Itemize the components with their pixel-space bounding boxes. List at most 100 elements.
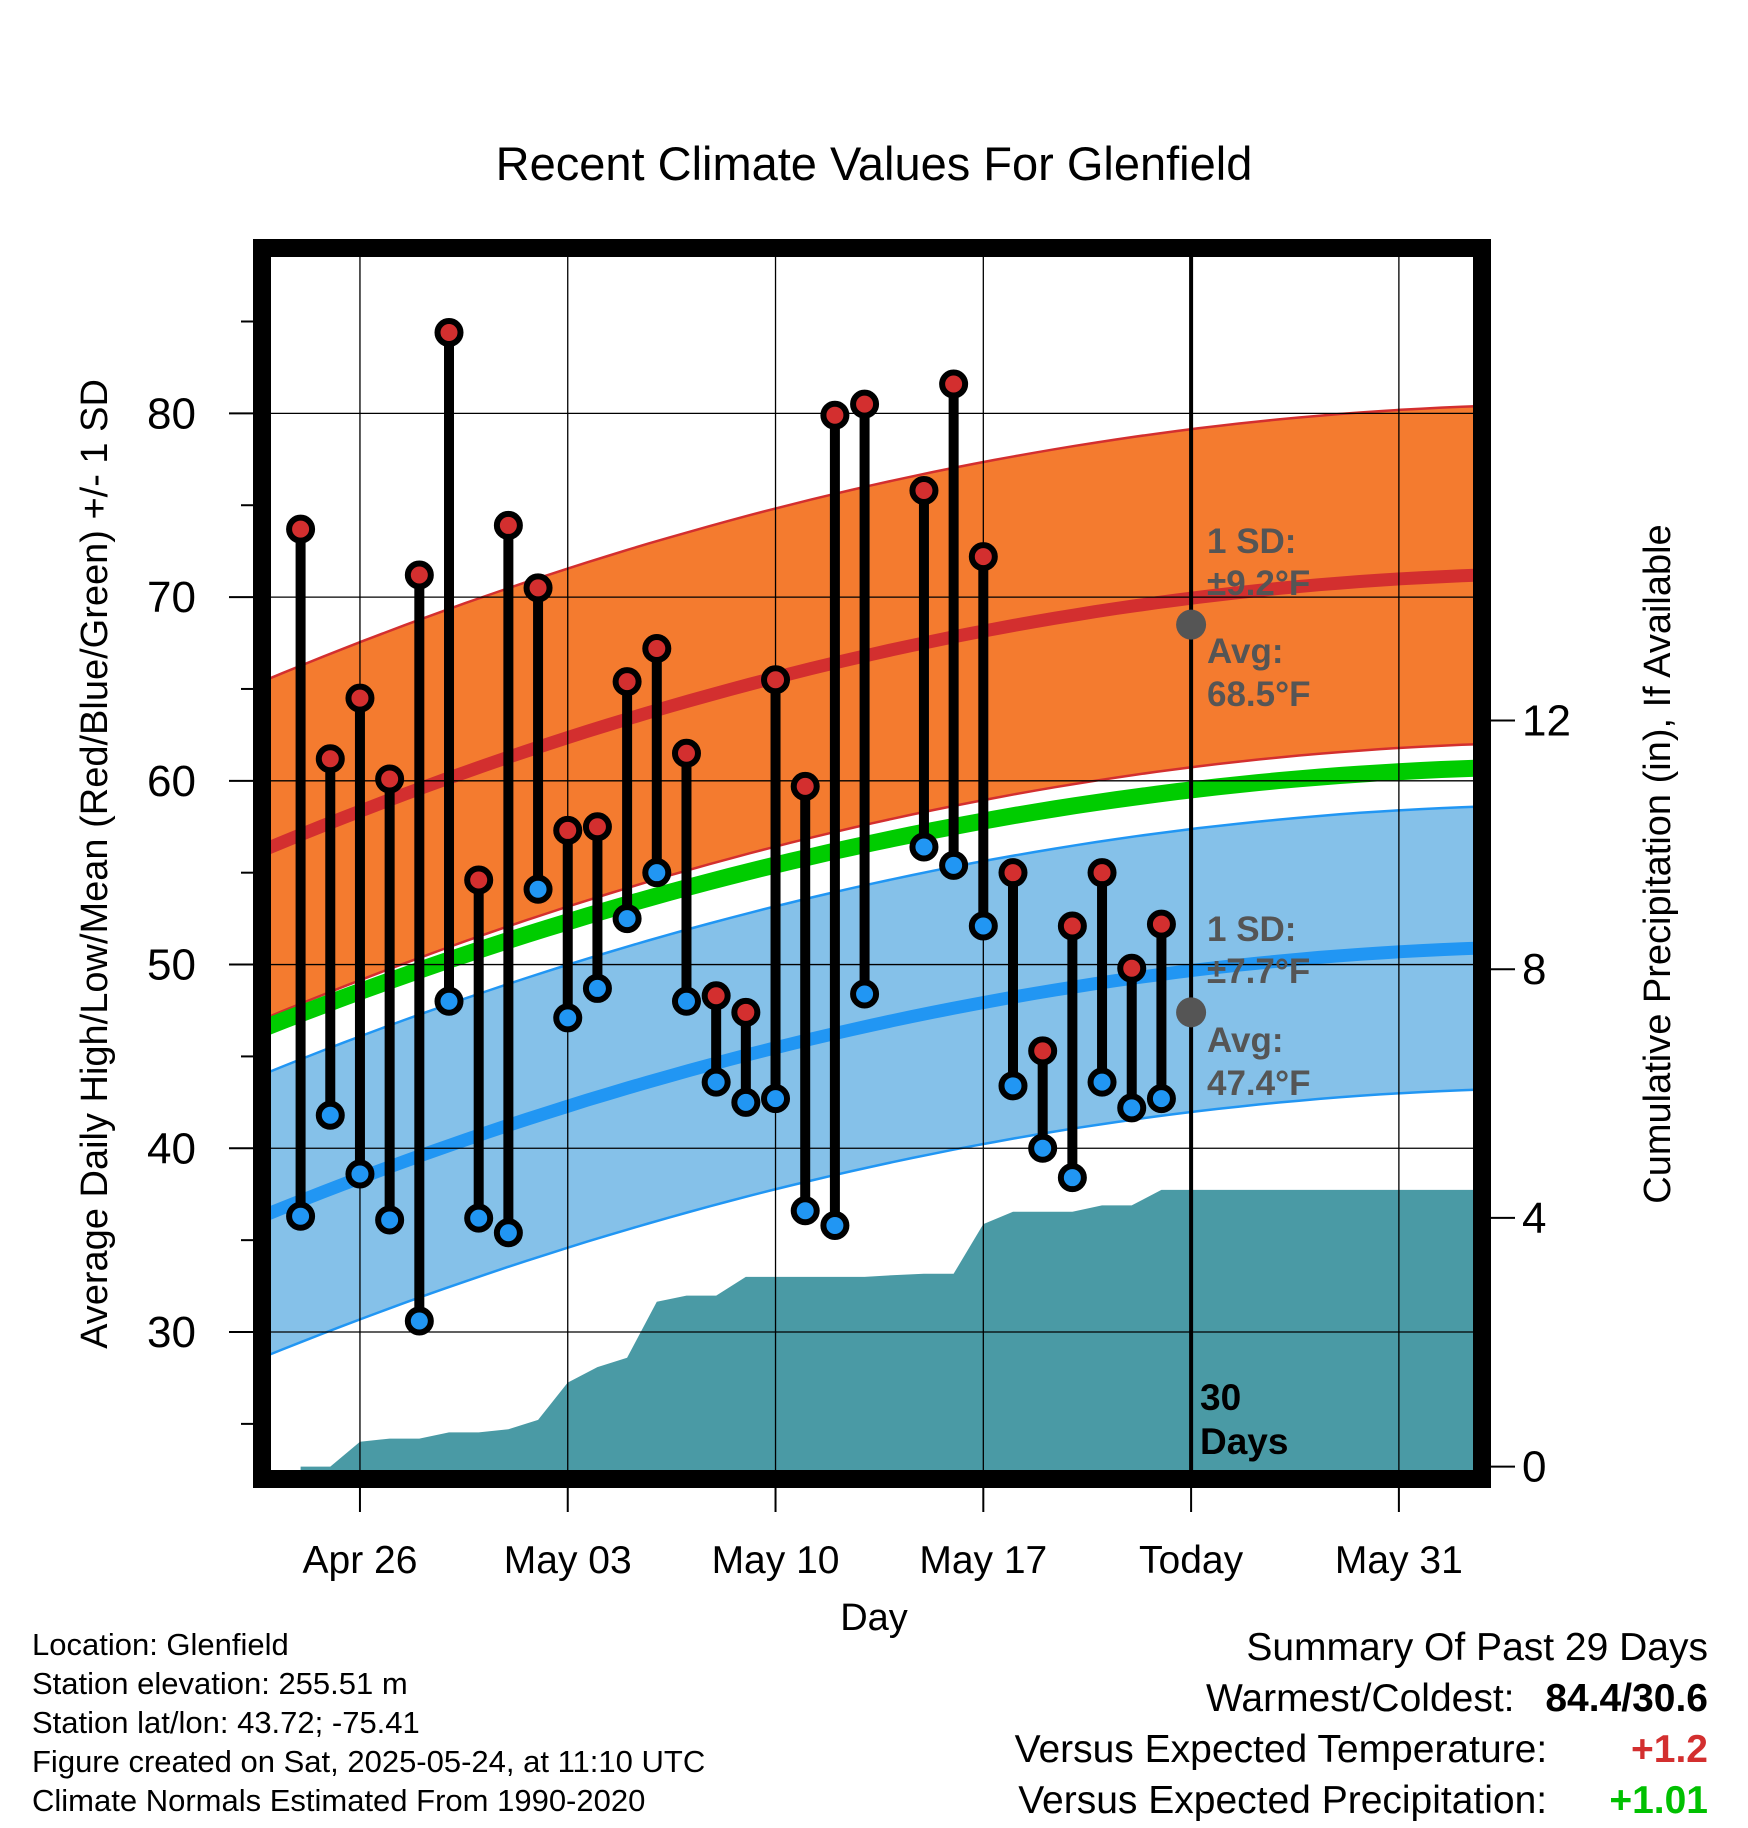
- daily-low-point: [909, 832, 939, 862]
- daily-low-point: [790, 1196, 820, 1226]
- daily-low-point: [404, 1306, 434, 1336]
- daily-low-point: [820, 1210, 850, 1240]
- precipitation-departure-label: Versus Expected Precipitation:: [1018, 1779, 1548, 1822]
- daily-high-point: [1117, 953, 1147, 983]
- daily-high-point: [464, 865, 494, 895]
- y-axis-label-right: Cumulative Precipitation (in), If Availa…: [1637, 524, 1679, 1203]
- daily-low-point: [553, 1003, 583, 1033]
- y-right-tick-label: 4: [1522, 1194, 1546, 1243]
- days-count: 30: [1200, 1377, 1241, 1418]
- daily-low-point: [642, 858, 672, 888]
- daily-high-point: [315, 744, 345, 774]
- daily-high-point: [968, 542, 998, 572]
- temperature-departure-label: Versus Expected Temperature:: [1014, 1728, 1548, 1771]
- daily-low-point: [1057, 1163, 1087, 1193]
- low-normal-line: [262, 941, 1482, 1223]
- high-normal-line: [262, 568, 1482, 857]
- axes: 30 40 50 60 70 80 0 4 8 12 Apr 26 May 03 May 10 May 1…: [147, 320, 1571, 1582]
- station-info: Location: Glenfield Station elevation: 2…: [32, 1625, 705, 1820]
- daily-low-point: [315, 1100, 345, 1130]
- daily-low-point: [701, 1067, 731, 1097]
- daily-low-point: [1146, 1084, 1176, 1114]
- x-tick-label: May 03: [504, 1539, 632, 1582]
- daily-high-point: [1057, 911, 1087, 941]
- high-sd-label: 1 SD:: [1207, 522, 1296, 561]
- today-high-avg-dot: [1176, 609, 1207, 640]
- daily-low-point: [968, 911, 998, 941]
- normals-text: Climate Normals Estimated From 1990-2020: [32, 1783, 646, 1818]
- daily-high-point: [790, 771, 820, 801]
- plot-frame: [253, 239, 1491, 1488]
- daily-high-point: [286, 514, 316, 544]
- x-tick-label: May 31: [1335, 1539, 1463, 1582]
- daily-high-point: [731, 997, 761, 1027]
- low-normal-band: [262, 805, 1482, 1360]
- daily-temperature-series: [286, 318, 1176, 1336]
- daily-low-point: [286, 1201, 316, 1231]
- chart-title: Recent Climate Values For Glenfield: [496, 137, 1253, 190]
- daily-high-point: [909, 476, 939, 506]
- daily-high-point: [375, 764, 405, 794]
- daily-high-point: [671, 738, 701, 768]
- daily-low-point: [1087, 1067, 1117, 1097]
- daily-high-point: [345, 683, 375, 713]
- daily-high-point: [939, 369, 969, 399]
- daily-low-point: [731, 1087, 761, 1117]
- daily-high-point: [553, 815, 583, 845]
- grid: [262, 248, 1482, 1479]
- daily-low-point: [612, 904, 642, 934]
- warmest-coldest-value: 84.4/30.6: [1545, 1677, 1708, 1720]
- days-label: Days: [1200, 1421, 1288, 1462]
- daily-high-point: [434, 318, 464, 348]
- temperature-departure-row: Versus Expected Temperature: +1.2: [1015, 1724, 1708, 1775]
- y-right-tick-label: 0: [1522, 1443, 1546, 1492]
- daily-low-point: [523, 874, 553, 904]
- daily-high-point: [1146, 909, 1176, 939]
- annotations: 1 SD: ±9.2°F Avg: 68.5°F 1 SD: ±7.7°F Av…: [1200, 522, 1311, 1462]
- high-sd-value: ±9.2°F: [1207, 564, 1310, 603]
- y-tick-label: 50: [147, 941, 196, 990]
- daily-low-point: [761, 1084, 791, 1114]
- daily-low-point: [939, 850, 969, 880]
- daily-high-point: [820, 400, 850, 430]
- today-low-avg-dot: [1176, 997, 1207, 1028]
- summary-panel: Summary Of Past 29 Days Warmest/Coldest:…: [1015, 1622, 1708, 1826]
- daily-high-point: [1087, 858, 1117, 888]
- low-sd-label: 1 SD:: [1207, 910, 1296, 949]
- daily-high-point: [523, 573, 553, 603]
- y-tick-label: 30: [147, 1308, 196, 1357]
- daily-high-point: [404, 560, 434, 590]
- y-tick-label: 80: [147, 389, 196, 438]
- x-axis-label: Day: [840, 1597, 908, 1639]
- daily-low-point: [345, 1159, 375, 1189]
- x-tick-label: May 10: [712, 1539, 840, 1582]
- daily-high-point: [612, 667, 642, 697]
- daily-low-point: [998, 1071, 1028, 1101]
- y-axis-label-left: Average Daily High/Low/Mean (Red/Blue/Gr…: [74, 379, 116, 1349]
- x-tick-label: Today: [1139, 1539, 1244, 1582]
- warmest-coldest-row: Warmest/Coldest: 84.4/30.6: [1015, 1673, 1708, 1724]
- daily-high-point: [850, 389, 880, 419]
- daily-low-point: [582, 973, 612, 1003]
- y-tick-label: 60: [147, 757, 196, 806]
- y-tick-label: 40: [147, 1124, 196, 1173]
- low-sd-value: ±7.7°F: [1207, 952, 1310, 991]
- y-tick-label: 70: [147, 573, 196, 622]
- daily-high-point: [761, 665, 791, 695]
- daily-low-point: [464, 1203, 494, 1233]
- daily-high-point: [582, 812, 612, 842]
- created-text: Figure created on Sat, 2025-05-24, at 11…: [32, 1744, 706, 1779]
- x-tick-label: May 17: [919, 1539, 1047, 1582]
- low-avg-value: 47.4°F: [1207, 1064, 1311, 1103]
- temperature-departure-value: +1.2: [1631, 1728, 1708, 1771]
- high-avg-label: Avg:: [1207, 632, 1283, 671]
- y-right-tick-label: 12: [1522, 697, 1571, 746]
- precipitation-area: [300, 1189, 1482, 1479]
- daily-low-point: [375, 1205, 405, 1235]
- daily-low-point: [850, 979, 880, 1009]
- elevation-text: Station elevation: 255.51 m: [32, 1666, 408, 1701]
- warmest-coldest-label: Warmest/Coldest:: [1206, 1677, 1515, 1720]
- daily-high-point: [998, 858, 1028, 888]
- latlon-text: Station lat/lon: 43.72; -75.41: [32, 1705, 420, 1740]
